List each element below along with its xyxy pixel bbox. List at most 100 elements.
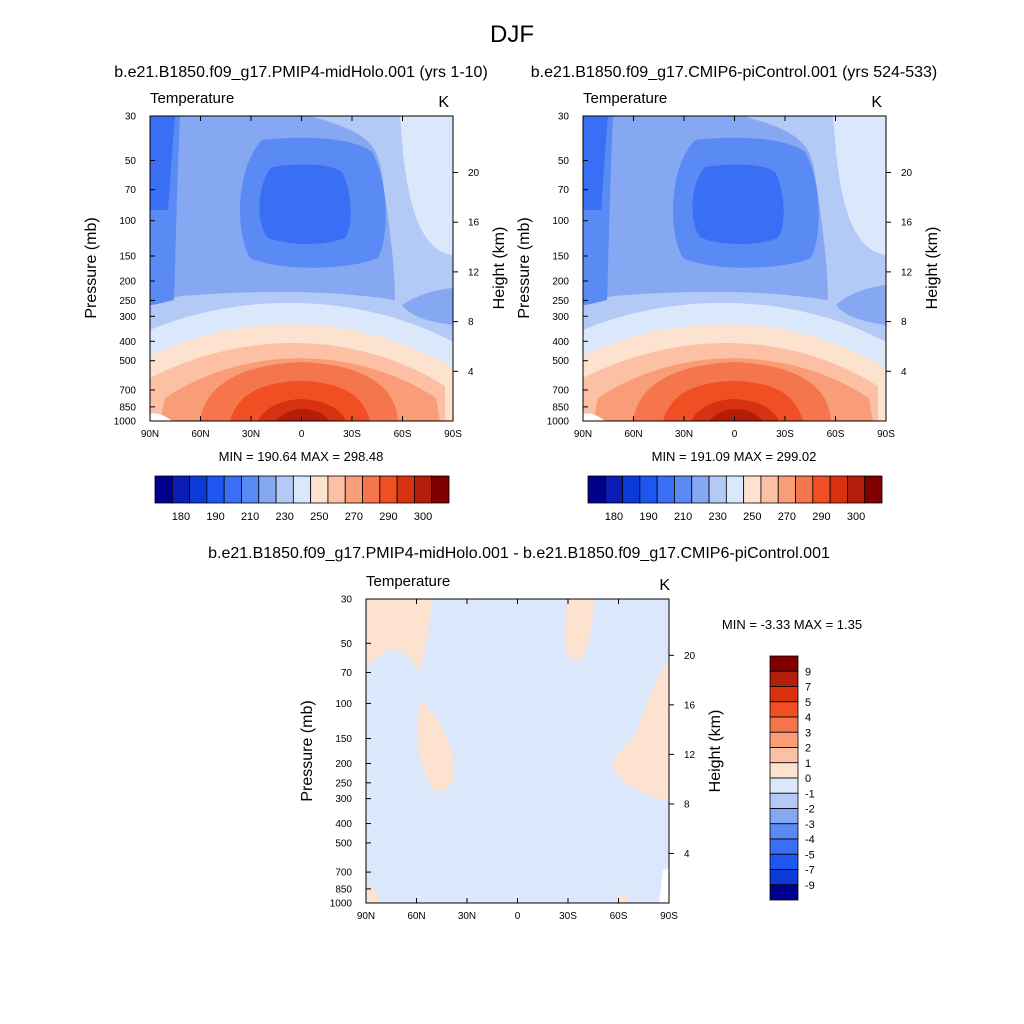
x-tick-label: 90N (141, 429, 159, 440)
colorbar-box (691, 475, 710, 504)
colorbar-box (795, 475, 814, 504)
y-tick-label: 200 (335, 759, 352, 770)
contour-band (836, 285, 886, 325)
x-tick-label: 30N (675, 429, 693, 440)
contour-band (709, 409, 763, 421)
colorbar-label: 2 (805, 743, 811, 755)
panel-a-axes: 90N 60N 30N 0 30S 60S 90S 30 50 70 100 150 200 250 300… (114, 112, 480, 441)
panel-b-contours (583, 116, 886, 421)
y-tick-label: 400 (552, 337, 569, 348)
colorbar-box (171, 475, 190, 504)
colorbar-box (431, 475, 450, 504)
colorbar-label: 3 (805, 727, 811, 739)
colorbar-box (777, 475, 796, 504)
colorbar-box (769, 869, 799, 886)
y-axis-left-title: Pressure (mb) (299, 700, 316, 801)
y-tick-label: 700 (119, 385, 136, 396)
colorbar-label: 180 (605, 511, 623, 523)
contour-band (583, 116, 608, 210)
y-tick-label: 250 (119, 296, 136, 307)
y-tick-label: 70 (125, 185, 137, 196)
min-max-label: MIN = 190.64 MAX = 298.48 (219, 449, 384, 464)
y-tick-label: 500 (552, 356, 569, 367)
y-tick-label: 150 (119, 251, 136, 262)
y-tick-label: 50 (125, 156, 137, 167)
colorbar-label: -2 (805, 804, 815, 816)
colorbar-box (292, 475, 312, 504)
y-tick-label: 850 (335, 884, 352, 895)
variable-label: Temperature (583, 90, 667, 107)
height-tick-label: 4 (901, 367, 907, 378)
panel-c: 90N 60N 30N 0 30S 60S 90S305070100150200250300… (299, 573, 862, 922)
panel-b-axes: 90N 60N 30N 0 30S 60S 90S 30 50 70 100 150 200 250 300… (547, 112, 913, 441)
y-tick-label: 30 (558, 112, 570, 123)
x-tick-label: 60N (407, 911, 425, 922)
colorbar-label: 190 (639, 511, 657, 523)
y-tick-label: 300 (119, 312, 136, 323)
contour-band (612, 662, 669, 800)
colorbar-box (769, 777, 799, 794)
colorbar-box (847, 475, 866, 504)
y-tick-label: 400 (119, 337, 136, 348)
x-tick-label: 0 (732, 429, 738, 440)
height-tick-label: 4 (468, 367, 474, 378)
colorbar-label: 290 (379, 511, 397, 523)
colorbar-box (769, 655, 799, 672)
colorbar-box (769, 701, 799, 718)
colorbar-box (189, 475, 208, 504)
colorbar-box (206, 475, 225, 504)
x-tick-label: 90S (660, 911, 678, 922)
panel-b-colorbar: 180 190 210 230 250 270 290 300 (587, 475, 883, 523)
x-tick-label: 90S (444, 429, 462, 440)
colorbar-label: 7 (805, 682, 811, 694)
x-tick-label: 60S (610, 911, 628, 922)
height-tick-label: 16 (468, 218, 480, 229)
colorbar-box (769, 853, 799, 870)
contour-band (692, 164, 784, 244)
colorbar-label: 270 (345, 511, 363, 523)
panel-c-colorbar: 9 7 5 4 3 2 1 0 -1 -2 -3 -4 -5 -7 -9 (769, 655, 815, 901)
colorbar-label: -3 (805, 819, 815, 831)
y-tick-label: 70 (558, 185, 570, 196)
y-tick-label: 850 (119, 402, 136, 413)
height-tick-label: 20 (468, 168, 480, 179)
x-tick-label: 90N (357, 911, 375, 922)
y-tick-label: 30 (341, 595, 353, 606)
y-axis-right-title: Height (km) (491, 227, 508, 310)
contour-band (150, 116, 453, 255)
colorbar-box (769, 808, 799, 825)
colorbar-label: 190 (206, 511, 224, 523)
colorbar-label: 300 (847, 511, 865, 523)
colorbar-box (769, 884, 799, 901)
units-label: K (438, 94, 449, 111)
contour-band (366, 599, 432, 672)
colorbar-box (344, 475, 363, 504)
colorbar-box (769, 686, 799, 703)
colorbar-box (864, 475, 883, 504)
y-tick-label: 300 (335, 794, 352, 805)
y-axis-right-title: Height (km) (707, 710, 724, 793)
colorbar-box (656, 475, 675, 504)
x-tick-label: 90N (574, 429, 592, 440)
colorbar-label: 270 (778, 511, 796, 523)
height-tick-label: 12 (468, 267, 480, 278)
colorbar-label: 5 (805, 697, 811, 709)
colorbar-box (223, 475, 242, 504)
colorbar-label: 210 (241, 511, 259, 523)
height-tick-label: 12 (684, 750, 696, 761)
x-tick-label: 0 (299, 429, 305, 440)
contour-band (276, 409, 330, 421)
y-tick-label: 500 (119, 356, 136, 367)
y-tick-label: 200 (119, 277, 136, 288)
height-tick-label: 8 (684, 799, 690, 810)
panel-a: 90N 60N 30N 0 30S 60S 90S 30 50 70 100 150 200 250 300… (83, 90, 508, 523)
panel-c-title: b.e21.B1850.f09_g17.PMIP4-midHolo.001 - … (208, 545, 830, 562)
colorbar-box (769, 731, 799, 748)
y-tick-label: 300 (552, 312, 569, 323)
x-tick-label: 30S (776, 429, 794, 440)
colorbar-label: 210 (674, 511, 692, 523)
y-tick-label: 250 (335, 778, 352, 789)
height-tick-label: 8 (468, 317, 474, 328)
colorbar-box (604, 475, 623, 504)
